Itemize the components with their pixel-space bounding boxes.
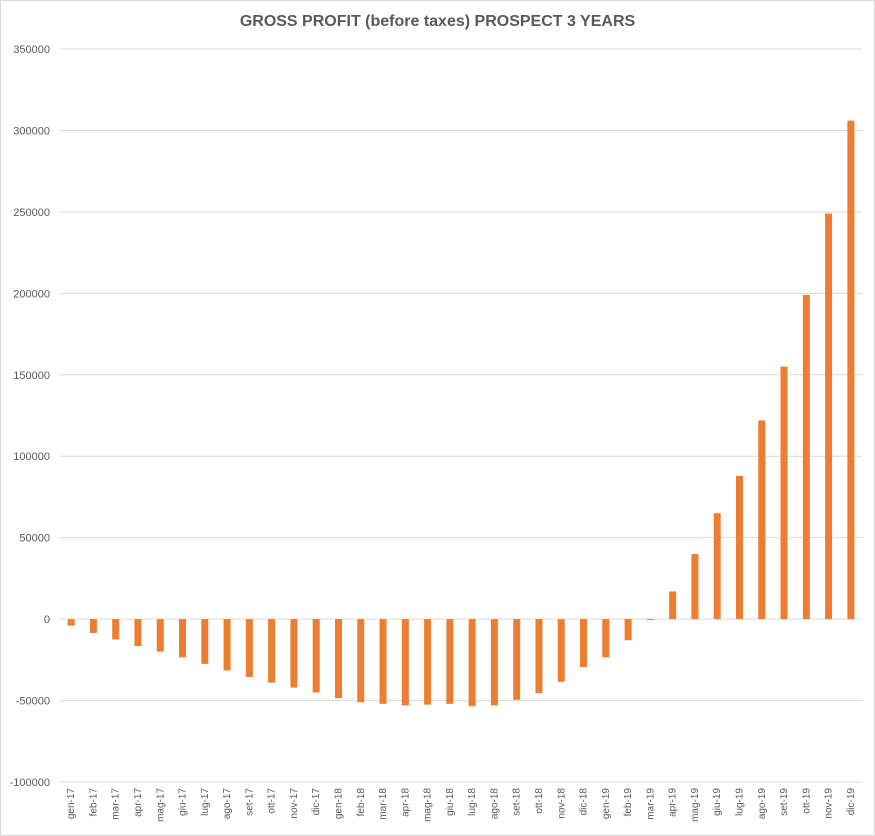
bar xyxy=(424,619,432,705)
x-axis-tick-labels: gen-17 feb-17 mar-17 apr-17 mag-17 giu-17 lug-… xyxy=(66,788,857,822)
bar xyxy=(802,294,810,620)
x-tick-label: ott-19 xyxy=(801,788,812,814)
x-tick-label: ago-18 xyxy=(489,788,500,820)
bar xyxy=(401,619,409,706)
x-tick-label: giu-18 xyxy=(445,788,456,816)
bar xyxy=(156,619,164,652)
bar xyxy=(446,619,454,704)
bar xyxy=(557,619,565,682)
x-tick-label: giu-17 xyxy=(178,788,189,816)
bar xyxy=(245,619,253,677)
bar xyxy=(580,619,588,668)
x-tick-label: lug-18 xyxy=(467,788,478,816)
bar xyxy=(691,553,699,620)
y-tick-label: -50000 xyxy=(16,696,50,708)
x-tick-label: nov-18 xyxy=(556,788,567,819)
x-tick-label: dic-19 xyxy=(846,788,857,816)
x-tick-label: apr-17 xyxy=(133,788,144,817)
x-tick-label: mag-18 xyxy=(423,788,434,822)
x-tick-label: dic-18 xyxy=(579,788,590,816)
bar xyxy=(268,619,276,683)
x-tick-label: lug-19 xyxy=(734,788,745,816)
bar xyxy=(713,513,721,620)
x-tick-label: gen-18 xyxy=(333,788,344,820)
bar xyxy=(312,619,320,693)
bar xyxy=(669,591,677,620)
bar xyxy=(334,619,342,699)
y-tick-label: 50000 xyxy=(19,533,50,545)
y-tick-label: 350000 xyxy=(13,44,50,56)
x-tick-label: ago-19 xyxy=(757,788,768,820)
x-tick-label: ott-17 xyxy=(267,788,278,814)
x-tick-label: giu-19 xyxy=(712,788,723,816)
y-tick-label: -100000 xyxy=(10,777,50,789)
bar xyxy=(201,619,209,664)
bar xyxy=(89,619,97,633)
bar xyxy=(646,619,654,621)
bar xyxy=(179,619,187,658)
bar xyxy=(602,619,610,658)
y-axis-tick-labels: -100000 -50000 0 50000 100000 150000 200000 250… xyxy=(10,44,50,789)
x-tick-label: mar-18 xyxy=(378,788,389,820)
bar xyxy=(847,120,855,620)
bar xyxy=(513,619,521,700)
x-tick-label: apr-19 xyxy=(668,788,679,817)
bar xyxy=(735,475,743,620)
bar xyxy=(535,619,543,694)
x-tick-label: mar-19 xyxy=(645,788,656,820)
bar xyxy=(758,420,766,620)
bar xyxy=(379,619,387,704)
bar xyxy=(780,366,788,620)
bar xyxy=(490,619,498,706)
bar xyxy=(67,619,75,626)
x-tick-label: nov-17 xyxy=(289,788,300,819)
x-tick-label: feb-18 xyxy=(356,788,367,817)
y-tick-label: 150000 xyxy=(13,370,50,382)
bars xyxy=(67,120,855,707)
bar xyxy=(357,619,365,703)
x-tick-label: mar-17 xyxy=(111,788,122,820)
x-tick-label: lug-17 xyxy=(200,788,211,816)
x-tick-label: mag-19 xyxy=(690,788,701,822)
x-tick-label: gen-17 xyxy=(66,788,77,820)
x-tick-label: dic-17 xyxy=(311,788,322,816)
x-tick-label: ago-17 xyxy=(222,788,233,820)
bar xyxy=(290,619,298,688)
bar xyxy=(112,619,120,640)
bar xyxy=(825,213,833,620)
y-tick-label: 100000 xyxy=(13,451,50,463)
x-tick-label: feb-19 xyxy=(623,788,634,817)
x-tick-label: gen-19 xyxy=(601,788,612,820)
x-tick-label: set-19 xyxy=(779,788,790,816)
x-tick-label: ott-18 xyxy=(534,788,545,814)
chart-title: GROSS PROFIT (before taxes) PROSPECT 3 Y… xyxy=(239,13,636,30)
y-tick-label: 250000 xyxy=(13,207,50,219)
x-tick-label: apr-18 xyxy=(400,788,411,817)
x-tick-label: set-17 xyxy=(244,788,255,816)
y-tick-label: 200000 xyxy=(13,288,50,300)
bar xyxy=(624,619,632,641)
x-tick-label: set-18 xyxy=(512,788,523,816)
gridlines xyxy=(60,48,862,783)
y-tick-label: 300000 xyxy=(13,125,50,137)
bar xyxy=(468,619,476,707)
x-tick-label: feb-17 xyxy=(88,788,99,817)
x-tick-label: nov-19 xyxy=(824,788,835,819)
y-tick-label: 0 xyxy=(44,614,50,626)
bar xyxy=(223,619,231,671)
x-tick-label: mag-17 xyxy=(155,788,166,822)
bar xyxy=(134,619,142,646)
